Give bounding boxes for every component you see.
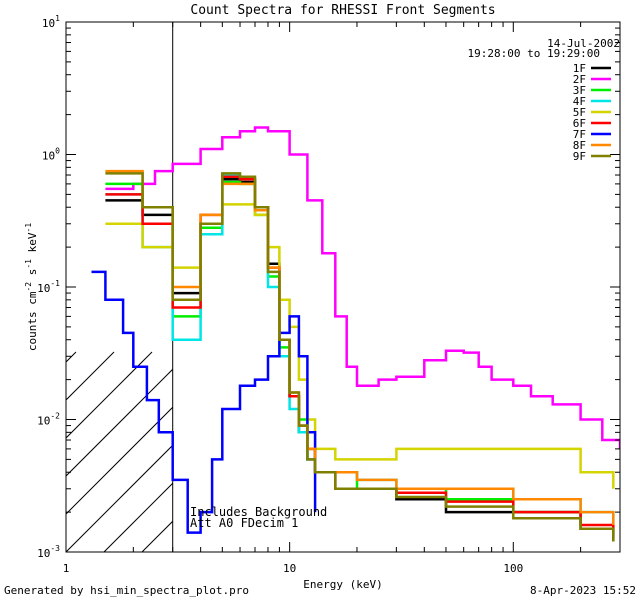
legend-label-6F: 6F bbox=[573, 117, 586, 130]
footer-generated: Generated by hsi_min_spectra_plot.pro bbox=[4, 584, 249, 597]
annotation-background: Includes Background bbox=[190, 505, 327, 519]
date-label: 14-Jul-2002 bbox=[547, 37, 620, 50]
ylabel-sup: -2 bbox=[24, 282, 33, 292]
ylabel-sup: -1 bbox=[24, 259, 33, 269]
series-layer bbox=[91, 126, 620, 542]
legend-label-5F: 5F bbox=[573, 106, 586, 119]
hatch-line bbox=[294, 352, 494, 552]
hatch-line bbox=[66, 351, 115, 401]
x-tick-label: 100 bbox=[503, 562, 523, 575]
legend-label-4F: 4F bbox=[573, 95, 586, 108]
hatch-line bbox=[636, 352, 640, 552]
series-7F bbox=[91, 270, 317, 534]
legend-label-2F: 2F bbox=[573, 73, 586, 86]
y-tick-label: 100 bbox=[42, 147, 60, 163]
legend-label-8F: 8F bbox=[573, 139, 586, 152]
legend-label-3F: 3F bbox=[573, 84, 586, 97]
y-axis-label: counts cm-2 s-1 keV-1 bbox=[24, 223, 39, 351]
ylabel-part: counts cm bbox=[26, 291, 39, 351]
time-range-label: 19:28:00 to 19:29:00 bbox=[468, 47, 600, 60]
x-axis-label: Energy (keV) bbox=[303, 578, 382, 591]
y-tick-label: 10-2 bbox=[37, 412, 60, 428]
hatch-line bbox=[598, 352, 640, 552]
hatch-line bbox=[66, 406, 173, 515]
y-tick-label: 10-1 bbox=[37, 279, 60, 295]
axes: 1 10 100 10-3 10-2 10-1 100 101 bbox=[37, 14, 621, 575]
annotation-attenuator: Att A0 FDecim 1 bbox=[190, 516, 298, 530]
hatch-line bbox=[408, 352, 608, 552]
hatch-line bbox=[66, 444, 173, 552]
chart-title: Count Spectra for RHESSI Front Segments bbox=[190, 3, 495, 18]
hatch-line bbox=[484, 352, 640, 552]
svg-text:counts cm-2 s-1 keV-1: counts cm-2 s-1 keV-1 bbox=[24, 223, 39, 351]
hatch-line bbox=[560, 352, 640, 552]
hatch-line bbox=[103, 482, 173, 552]
legend-label-9F: 9F bbox=[573, 150, 586, 163]
x-tick-label: 1 bbox=[63, 562, 70, 575]
series-8F bbox=[105, 169, 615, 525]
ylabel-part: s bbox=[26, 269, 39, 282]
series-1F bbox=[105, 178, 615, 542]
series-6F bbox=[105, 175, 615, 537]
series-3F bbox=[105, 180, 615, 537]
footer-timestamp: 8-Apr-2023 15:52 bbox=[530, 584, 636, 597]
hatch-line bbox=[332, 352, 532, 552]
series-2F bbox=[105, 126, 620, 449]
ylabel-part: keV bbox=[26, 232, 39, 259]
hatch-line bbox=[446, 352, 640, 552]
series-4F bbox=[105, 173, 615, 529]
hatch-line bbox=[370, 352, 570, 552]
hatch-line bbox=[0, 352, 38, 552]
x-tick-label: 10 bbox=[283, 562, 296, 575]
series-5F bbox=[105, 203, 615, 489]
hatch-line bbox=[66, 351, 77, 363]
y-tick-label: 10-3 bbox=[37, 544, 60, 560]
legend-label-7F: 7F bbox=[573, 128, 586, 141]
hatch-line bbox=[66, 351, 153, 439]
ylabel-sup: -1 bbox=[24, 223, 33, 233]
y-tick-label: 101 bbox=[42, 14, 60, 30]
legend-label-1F: 1F bbox=[573, 62, 586, 75]
hatch-line bbox=[66, 368, 173, 477]
series-9F bbox=[105, 172, 615, 542]
